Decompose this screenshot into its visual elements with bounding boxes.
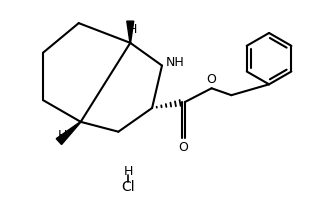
Polygon shape: [127, 21, 134, 43]
Text: O: O: [178, 141, 188, 154]
Text: H: H: [58, 129, 68, 142]
Text: H: H: [124, 165, 133, 178]
Text: H: H: [128, 23, 137, 35]
Text: NH: NH: [166, 56, 185, 69]
Polygon shape: [56, 122, 81, 145]
Text: Cl: Cl: [121, 180, 135, 194]
Text: O: O: [207, 73, 216, 86]
